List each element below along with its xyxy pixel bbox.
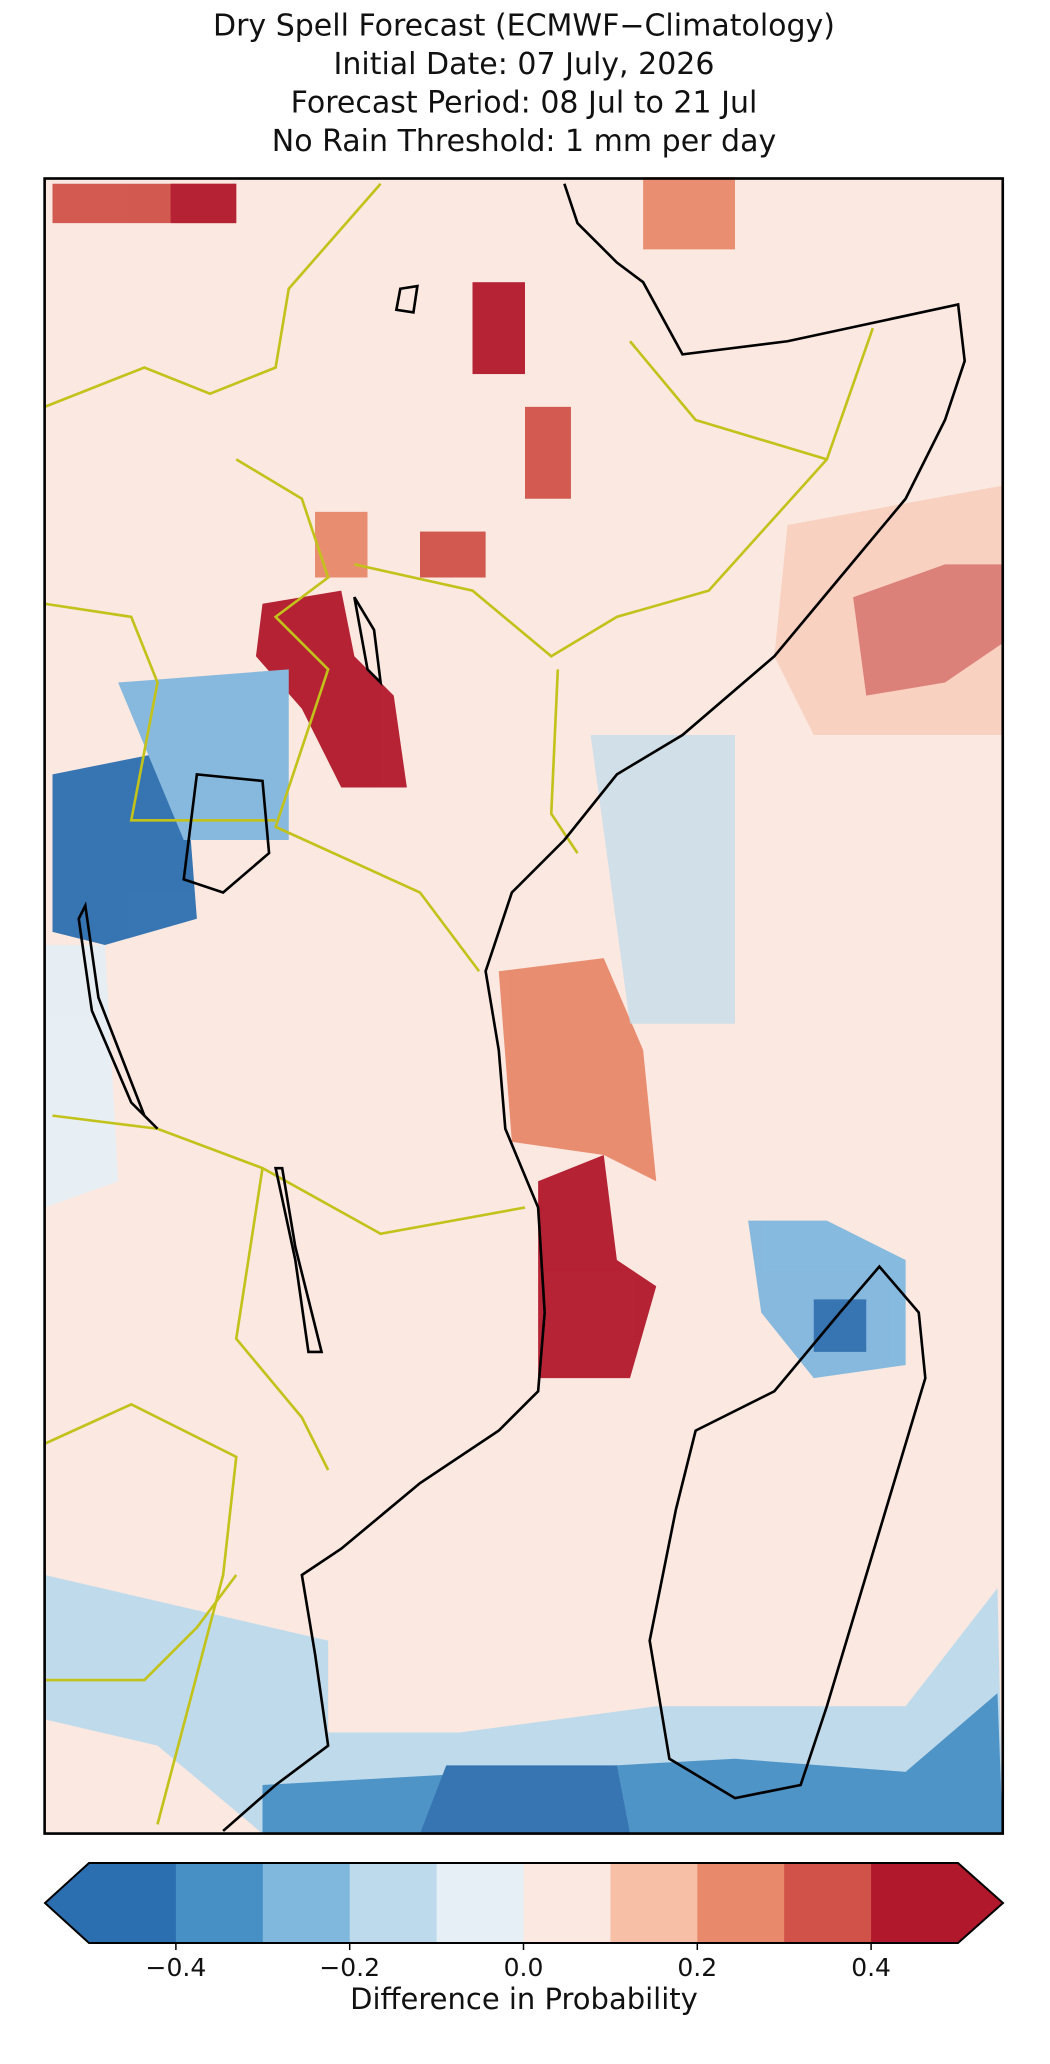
patch	[52, 748, 197, 945]
patch	[420, 1765, 630, 1834]
colorbar-label: Difference in Probability	[350, 1982, 698, 2016]
colorbar-bin	[523, 1863, 611, 1943]
patch	[590, 735, 735, 1024]
colorbar-tick-label: 0.4	[851, 1953, 891, 1982]
anomaly-patches	[44, 177, 1003, 1834]
border	[628, 340, 828, 461]
colorbar-extend-max	[958, 1863, 1003, 1943]
title-block: Dry Spell Forecast (ECMWF−Climatology)In…	[213, 9, 835, 160]
coastlines	[77, 183, 967, 1832]
colorbar-outline	[43, 1862, 1005, 1944]
title-line: No Rain Threshold: 1 mm per day	[272, 124, 776, 159]
title-line: Forecast Period: 08 Jul to 21 Jul	[291, 86, 758, 121]
colorbar-bin	[349, 1863, 438, 1943]
border	[234, 1167, 330, 1471]
colorbar-bin	[436, 1863, 524, 1943]
colorbar-tick-label: −0.2	[319, 1953, 380, 1982]
lake-turkana	[353, 596, 383, 687]
patch	[813, 1299, 867, 1352]
coastline	[222, 183, 967, 1832]
madagascar-coast	[648, 1264, 927, 1800]
border	[549, 669, 579, 854]
colorbar-tick-label: 0.0	[504, 1953, 544, 1982]
lake-tana	[394, 284, 419, 314]
colorbar-tick-label: 0.2	[677, 1953, 717, 1982]
border	[235, 458, 481, 973]
colorbar: −0.4 −0.2 0.0 0.2 0.4 Difference in Probabili…	[43, 1862, 1005, 2016]
patch	[498, 958, 657, 1182]
lake-tanganyika	[77, 901, 159, 1130]
patch	[420, 531, 486, 578]
title-line: Initial Date: 07 July, 2026	[334, 47, 715, 82]
map	[43, 177, 1005, 1835]
colorbar-bin	[610, 1863, 698, 1943]
colorbar-bin	[784, 1863, 872, 1943]
patch	[538, 1155, 657, 1379]
patch	[472, 282, 525, 375]
colorbar-bin	[175, 1863, 264, 1943]
map-frame	[43, 177, 1005, 1835]
border	[44, 182, 382, 409]
colorbar-extend-min	[45, 1863, 89, 1943]
patch	[255, 590, 407, 788]
colorbar-tick-label: −0.4	[146, 1953, 207, 1982]
border	[44, 1574, 238, 1682]
colorbar-bin	[697, 1863, 785, 1943]
colorbar-bin	[262, 1863, 351, 1943]
title-line: Dry Spell Forecast (ECMWF−Climatology)	[213, 9, 835, 44]
patch	[44, 945, 119, 1208]
border	[44, 1402, 238, 1825]
patch	[118, 669, 289, 840]
lake-malawi	[274, 1166, 324, 1354]
patch	[774, 485, 1003, 735]
colorbar-bin	[871, 1863, 959, 1943]
patch	[643, 177, 735, 250]
border	[44, 602, 276, 822]
colorbar-bin	[89, 1863, 177, 1943]
patch	[525, 406, 571, 499]
patch	[170, 183, 237, 224]
borders	[44, 182, 875, 1825]
patch	[315, 511, 368, 578]
lake-victoria	[182, 772, 271, 894]
